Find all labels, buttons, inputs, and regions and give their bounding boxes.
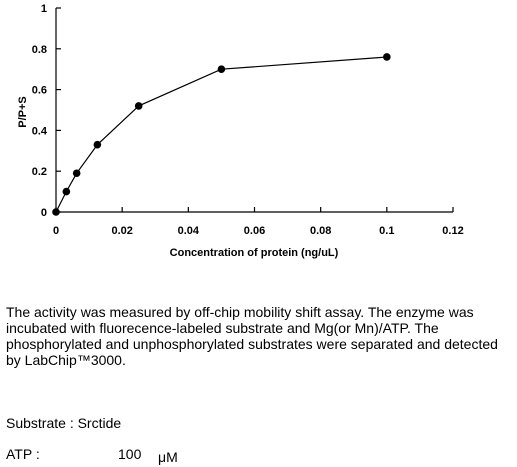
y-axis-ticks: 0 0.2 0.4 0.6 0.8 1: [32, 3, 61, 219]
substrate-line: Substrate : Srctide: [6, 415, 121, 431]
data-point: [383, 53, 391, 61]
x-tick-label: 0.02: [111, 225, 132, 237]
y-tick-label: 1: [41, 3, 47, 15]
x-tick-label: 0.04: [178, 225, 200, 237]
y-axis-title: P/P+S: [17, 96, 29, 128]
assay-description: The activity was measured by off-chip mo…: [6, 304, 498, 368]
chart: 00.20.40.60.81 0 0.02 0.04 0.06 0.08 0.1 0.12 …: [17, 3, 464, 259]
chart-axes: [55, 8, 453, 213]
x-tick-label: 0: [53, 225, 59, 237]
data-series: [52, 53, 391, 216]
series-line: [55, 56, 387, 213]
atp-label: ATP :: [6, 446, 40, 462]
atp-line: ATP : 100 μM: [6, 446, 178, 465]
atp-unit: μM: [158, 449, 178, 465]
y-tick-label: 0.2: [32, 166, 47, 178]
substrate-label: Substrate : Srctide: [6, 415, 122, 431]
data-point: [217, 65, 226, 73]
data-point: [134, 102, 143, 110]
x-axis-title: Concentration of protein (ng/uL): [170, 247, 339, 259]
data-point: [72, 169, 81, 178]
x-tick-label: 0.06: [244, 225, 265, 237]
y-tick-label: 0.4: [32, 125, 48, 137]
data-point: [62, 187, 71, 196]
y-tick-label: 0: [41, 207, 47, 219]
x-axis-ticks: 0 0.02 0.04 0.06 0.08 0.1 0.12: [53, 207, 464, 237]
data-point: [52, 208, 60, 216]
data-point: [93, 140, 102, 149]
atp-value: 100: [118, 446, 142, 462]
y-tick-label: 0.6: [32, 85, 47, 97]
x-tick-label: 0.1: [379, 225, 394, 237]
x-tick-label: 0.12: [442, 225, 463, 237]
y-tick-label: 0.8: [32, 44, 47, 56]
x-tick-label: 0.08: [310, 225, 331, 237]
